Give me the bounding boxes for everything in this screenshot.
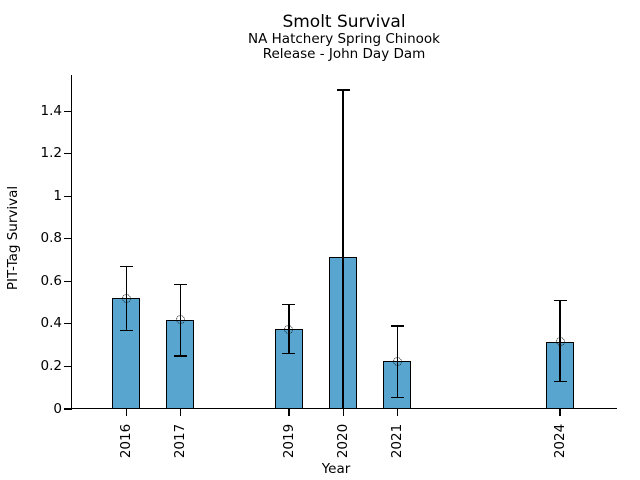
error-cap-top	[282, 304, 296, 306]
error-cap-bottom	[119, 329, 133, 331]
x-tick-label: 2024	[552, 423, 569, 459]
x-tick-label: 2019	[280, 423, 297, 459]
y-tick-label: 0.6	[40, 272, 62, 289]
x-tick-label: 2017	[172, 423, 189, 459]
y-tick	[64, 365, 71, 368]
chart-title: Smolt Survival	[282, 12, 406, 32]
y-tick-label: 0.2	[40, 357, 62, 374]
error-cap-top	[119, 265, 133, 268]
chart-subtitle-line1: NA Hatchery Spring Chinook	[248, 31, 440, 47]
error-cap-top	[553, 299, 567, 302]
point-marker	[392, 356, 402, 366]
x-tick-label: 2016	[118, 423, 135, 459]
y-tick	[64, 238, 71, 240]
error-cap-bottom	[553, 380, 567, 383]
x-tick	[288, 409, 290, 416]
x-tick-label: 2021	[389, 423, 406, 459]
y-tick	[64, 110, 71, 112]
error-cap-top	[390, 325, 404, 327]
error-cap-bottom	[282, 352, 296, 355]
point-marker	[284, 324, 294, 334]
x-tick	[342, 409, 344, 416]
error-cap-bottom	[173, 355, 187, 357]
x-tick	[559, 409, 561, 416]
x-tick	[396, 409, 398, 416]
x-tick	[179, 409, 182, 416]
x-tick-label: 2020	[335, 423, 352, 459]
error-cap-top	[336, 89, 350, 91]
y-tick-label: 1	[53, 187, 62, 204]
y-tick	[64, 280, 71, 282]
y-tick-label: 0	[53, 400, 62, 417]
chart-subtitle-line2: Release - John Day Dam	[262, 46, 426, 62]
x-axis-label: Year	[321, 461, 351, 477]
y-tick-label: 1.2	[40, 145, 62, 162]
point-marker	[175, 315, 185, 325]
x-tick	[125, 409, 127, 416]
y-tick	[64, 408, 71, 410]
y-tick-label: 0.4	[40, 315, 62, 332]
y-axis-spine	[71, 75, 73, 410]
point-marker	[555, 337, 565, 347]
error-cap-top	[173, 283, 187, 286]
error-cap-bottom	[390, 396, 404, 398]
error-bar	[342, 89, 344, 409]
y-tick-label: 1.4	[40, 102, 62, 119]
y-tick	[64, 323, 71, 325]
y-tick-label: 0.8	[40, 230, 62, 247]
y-tick	[64, 195, 71, 197]
y-tick	[64, 153, 71, 155]
point-marker	[121, 293, 131, 303]
